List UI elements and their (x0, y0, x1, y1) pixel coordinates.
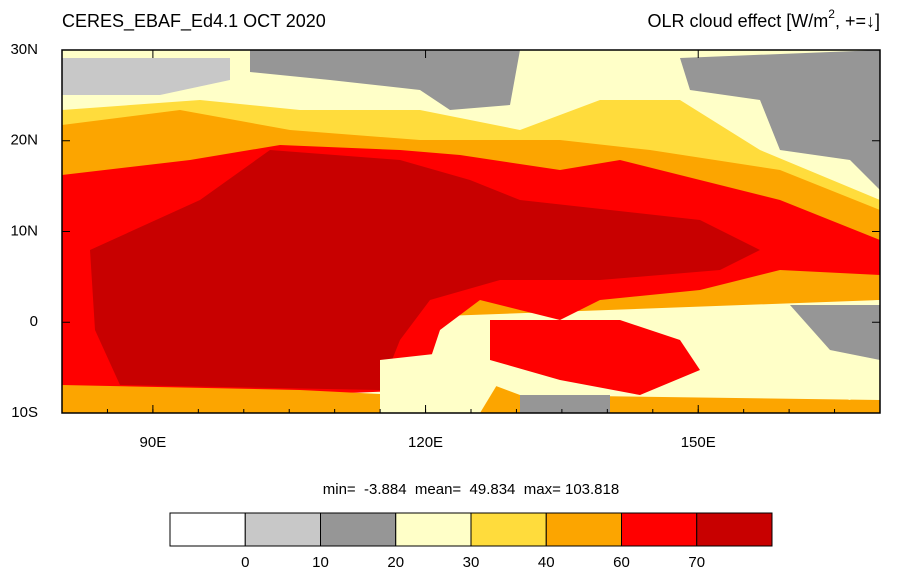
x-tick-label: 90E (140, 434, 167, 451)
colorbar-label: 10 (312, 554, 329, 571)
x-tick-label: 120E (408, 434, 443, 451)
y-tick-label: 10N (10, 222, 38, 239)
colorbar-box (395, 512, 472, 547)
y-tick-label: 30N (10, 41, 38, 58)
colorbar-label: 70 (688, 554, 705, 571)
y-tick-label: 10S (11, 404, 38, 421)
colorbar-box (244, 512, 321, 547)
field (62, 50, 880, 413)
colorbar-box (545, 512, 622, 547)
title-left: CERES_EBAF_Ed4.1 OCT 2020 (62, 11, 326, 32)
y-tick-label: 0 (30, 313, 38, 330)
colorbar-label: 0 (241, 554, 249, 571)
title-right-part: OLR cloud effect [W/m (648, 11, 829, 31)
colorbar-label: 60 (613, 554, 630, 571)
colorbar-box (470, 512, 547, 547)
title-right-sup: 2 (828, 7, 835, 21)
colorbar-box (169, 512, 246, 547)
y-tick-label: 20N (10, 132, 38, 149)
colorbar-label: 30 (463, 554, 480, 571)
colorbar-label: 40 (538, 554, 555, 571)
colorbar-label: 20 (387, 554, 404, 571)
title-right-part: , +=↓] (835, 11, 880, 31)
colorbar-box (320, 512, 397, 547)
x-tick-label: 150E (681, 434, 716, 451)
stats: min= -3.884 mean= 49.834 max= 103.818 (323, 481, 619, 498)
title-right: OLR cloud effect [W/m2, +=↓] (648, 7, 880, 31)
colorbar-box (696, 512, 773, 547)
colorbar-box (621, 512, 698, 547)
